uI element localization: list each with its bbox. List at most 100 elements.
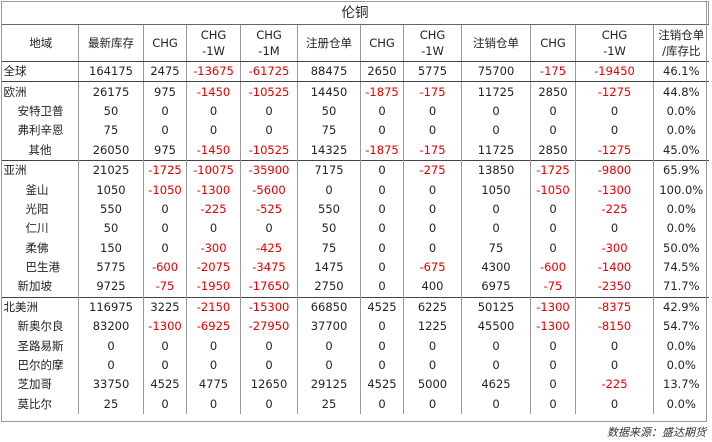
value-cell: 0 <box>530 238 576 258</box>
value-cell: -27950 <box>240 317 298 337</box>
value-cell: 45.0% <box>663 142 700 157</box>
value-cell: 150 <box>78 238 144 258</box>
value-cell: 0 <box>575 219 654 239</box>
value-cell: 0 <box>143 355 187 376</box>
value-cell: -61725 <box>240 60 298 83</box>
value-cell: 0 <box>530 121 576 141</box>
value-cell: 100.0% <box>659 182 704 197</box>
value-cell: 71.7% <box>663 279 700 294</box>
table-row: 全球 164175 2475 -13675 -61725 88475 2650 5775 757… <box>1 60 709 83</box>
value-cell: 0 <box>360 199 404 220</box>
column-header-line1: 地域 <box>29 36 53 50</box>
column-header: 地域 <box>1 24 79 62</box>
value-cell: 0 <box>297 336 361 356</box>
value-cell: 26050 <box>78 140 144 161</box>
value-cell: -600 <box>143 257 187 278</box>
value-cell: -175 <box>403 140 462 161</box>
value-cell: 0 <box>575 101 654 122</box>
column-header: CHG <box>530 24 576 62</box>
value-cell: 2750 <box>297 277 361 298</box>
value-cell: 0 <box>360 317 404 337</box>
value-cell: 4625 <box>461 375 531 395</box>
value-cell: 0 <box>403 336 462 356</box>
value-cell: 54.7% <box>663 319 700 334</box>
value-cell: 0 <box>461 219 531 239</box>
column-header-line1: 注销仓单 <box>473 36 519 50</box>
region-cell: 新奥尔良 <box>1 317 79 337</box>
value-cell: 0 <box>186 219 241 239</box>
value-cell: 975 <box>143 140 187 161</box>
value-cell: -175 <box>403 81 462 102</box>
table-row: 欧洲 26175 975 -1450 -10525 14450 -1875 -175 11725… <box>1 81 709 102</box>
value-cell: -75 <box>143 277 187 298</box>
value-cell: 1050 <box>78 180 144 200</box>
value-cell: 6975 <box>461 277 531 298</box>
column-header: CHG -1W <box>186 24 241 62</box>
value-cell: -8375 <box>575 296 654 318</box>
value-cell: 9725 <box>78 277 144 298</box>
value-cell: 0 <box>530 375 576 395</box>
table-row: 北美洲 116975 3225 -2150 -15300 66850 4525 6225 501… <box>1 296 709 318</box>
value-cell: 0 <box>186 121 241 141</box>
region-cell: 莫比尔 <box>1 394 79 415</box>
value-cell: 29125 <box>297 375 361 395</box>
value-cell: -1875 <box>360 140 404 161</box>
value-cell: -1275 <box>575 81 654 102</box>
value-cell: -3475 <box>240 257 298 278</box>
value-cell: -1300 <box>530 296 576 318</box>
region-cell: 北美洲 <box>1 296 79 318</box>
value-cell: 0 <box>360 277 404 298</box>
value-cell: 0 <box>143 238 187 258</box>
value-cell: 0 <box>461 121 531 141</box>
value-cell: 0 <box>360 355 404 376</box>
value-cell: 13.7% <box>663 377 700 392</box>
column-header-line1: CHG <box>369 36 395 50</box>
value-cell: 4775 <box>186 375 241 395</box>
column-header: CHG <box>143 24 187 62</box>
table-row: 弗利辛恩 75 0 0 0 75 0 0 0 0 0 0.0% <box>1 121 709 141</box>
value-cell: 0 <box>461 336 531 356</box>
table-row: 新奥尔良 83200 -1300 -6925 -27950 37700 0 1225 45500… <box>1 317 709 337</box>
value-cell: 42.9% <box>653 296 709 318</box>
value-cell: 0 <box>575 121 654 141</box>
value-cell: 25 <box>78 394 144 415</box>
column-header-line1: 最新库存 <box>88 36 134 50</box>
value-cell: 14450 <box>297 81 361 102</box>
region-cell: 光阳 <box>1 199 79 220</box>
column-header: CHG -1M <box>240 24 298 62</box>
column-header-line1: CHG <box>200 28 227 42</box>
column-header: 最新库存 <box>78 24 144 62</box>
lme-copper-inventory-table: 伦铜 地域 最新库存 CHG CHG -1W CHG -1M 注册仓单 CHG CHG -1W 注销仓… <box>0 1 710 415</box>
region-cell: 欧洲 <box>1 81 79 102</box>
value-cell: 550 <box>78 199 144 220</box>
region-cell: 安特卫普 <box>1 101 79 122</box>
table-row: 新加坡 9725 -75 -1950 -17650 2750 0 400 6975 -75 -235… <box>1 277 709 298</box>
region-cell: 全球 <box>1 60 79 83</box>
value-cell: 116975 <box>78 296 144 318</box>
region-cell: 巴尔的摩 <box>1 355 79 376</box>
value-cell: 6225 <box>403 296 462 318</box>
value-cell: 2850 <box>530 140 576 161</box>
value-cell: -300 <box>186 238 241 258</box>
column-header-line1: CHG <box>152 36 178 50</box>
value-cell: -2150 <box>186 296 241 318</box>
value-cell: 0 <box>403 180 462 200</box>
value-cell: 0 <box>360 336 404 356</box>
value-cell: -525 <box>240 199 298 220</box>
value-cell: 3225 <box>143 296 187 318</box>
value-cell: 50125 <box>461 296 531 318</box>
value-cell: 400 <box>403 277 462 298</box>
value-cell: 11725 <box>461 81 531 102</box>
value-cell: 5775 <box>403 60 462 83</box>
column-header-line2: -1M <box>258 44 280 58</box>
value-cell: 0 <box>530 219 576 239</box>
value-cell: -675 <box>403 257 462 278</box>
value-cell: 0 <box>360 159 404 181</box>
table-title: 伦铜 <box>0 1 710 25</box>
value-cell: 550 <box>297 199 361 220</box>
region-cell: 巴生港 <box>1 257 79 278</box>
value-cell: 0 <box>186 394 241 415</box>
source-note: 数据来源：盛达期货 <box>607 426 706 439</box>
value-cell: 0 <box>575 336 654 356</box>
value-cell: 75 <box>78 121 144 141</box>
